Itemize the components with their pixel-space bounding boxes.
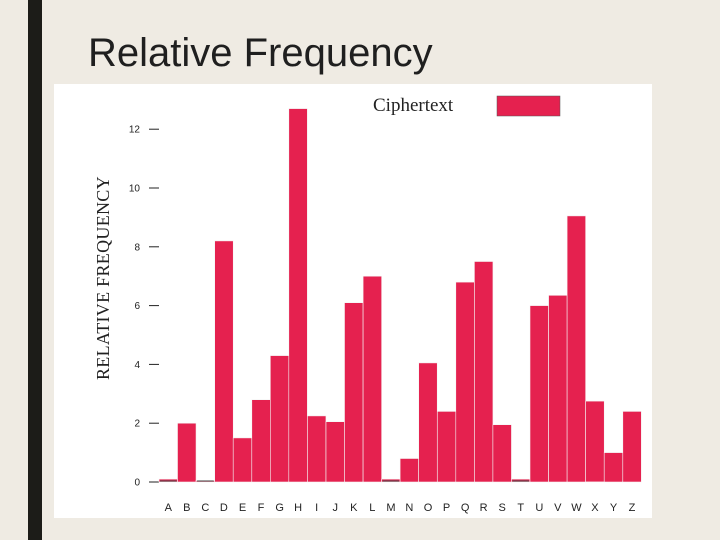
bar-P — [436, 411, 457, 483]
y-tick-label-2: 2 — [134, 419, 140, 430]
x-label-C: C — [201, 502, 209, 514]
x-label-I: I — [315, 502, 318, 514]
legend: Ciphertext — [373, 95, 561, 117]
bar-I — [307, 415, 327, 483]
y-tick-label-4: 4 — [134, 360, 140, 371]
legend-swatch — [496, 95, 561, 117]
bar-D — [214, 240, 234, 483]
bar-Z — [622, 411, 642, 483]
y-tick-label-8: 8 — [134, 242, 140, 253]
y-tick-label-6: 6 — [134, 301, 140, 312]
x-label-Y: Y — [610, 502, 618, 514]
x-label-O: O — [424, 502, 433, 514]
bars — [158, 108, 642, 483]
x-label-J: J — [332, 502, 338, 514]
x-label-G: G — [275, 502, 284, 514]
x-label-P: P — [443, 502, 450, 514]
y-tick-label-12: 12 — [129, 125, 141, 136]
x-label-W: W — [571, 502, 582, 514]
bar-N — [399, 458, 419, 483]
x-label-B: B — [183, 502, 190, 514]
bar-Y — [603, 452, 624, 483]
bar-S — [492, 424, 512, 483]
x-label-V: V — [554, 502, 562, 514]
x-label-X: X — [591, 502, 599, 514]
x-label-H: H — [294, 502, 302, 514]
bar-U — [529, 305, 549, 483]
bar-H — [288, 108, 308, 483]
bar-K — [344, 302, 364, 483]
x-label-D: D — [220, 502, 228, 514]
x-label-L: L — [369, 502, 375, 514]
x-label-A: A — [165, 502, 173, 514]
bar-X — [585, 400, 605, 483]
bar-B — [177, 422, 197, 483]
bar-F — [251, 399, 271, 483]
bar-J — [325, 421, 345, 483]
x-label-Q: Q — [461, 502, 470, 514]
x-label-M: M — [386, 502, 395, 514]
x-label-S: S — [499, 502, 506, 514]
y-tick-label-0: 0 — [134, 478, 140, 489]
left-accent-bar — [28, 0, 42, 540]
legend-label: Ciphertext — [373, 95, 454, 116]
x-label-K: K — [350, 502, 358, 514]
x-label-Z: Z — [629, 502, 636, 514]
x-label-R: R — [480, 502, 488, 514]
bar-E — [232, 437, 253, 483]
bar-Q — [455, 281, 475, 483]
bar-O — [418, 362, 438, 483]
bar-V — [548, 295, 568, 483]
x-label-F: F — [258, 502, 265, 514]
y-axis-label: RELATIVE FREQUENCY — [93, 176, 113, 380]
y-axis: 0 2 4 6 8 10 12 — [129, 125, 159, 489]
bar-R — [474, 261, 494, 483]
x-label-T: T — [517, 502, 524, 514]
bar-G — [270, 355, 290, 483]
bar-L — [362, 275, 382, 483]
x-label-E: E — [239, 502, 246, 514]
x-label-N: N — [405, 502, 413, 514]
bar-W — [566, 215, 586, 483]
x-label-U: U — [535, 502, 543, 514]
y-tick-label-10: 10 — [129, 184, 141, 195]
